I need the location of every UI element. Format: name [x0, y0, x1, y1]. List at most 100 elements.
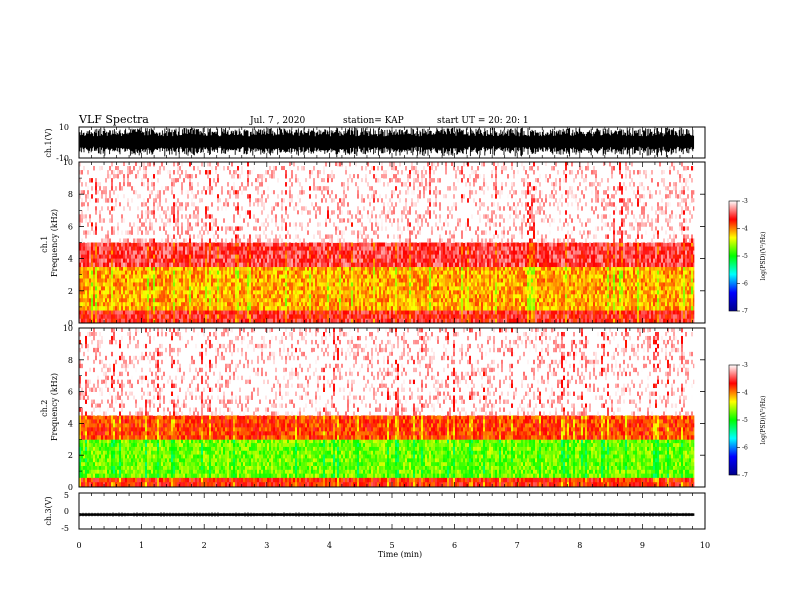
spectrogram-cell [283, 279, 285, 283]
spectrogram-cell [307, 259, 309, 263]
spectrogram-cell [301, 298, 303, 302]
spectrogram-cell [395, 298, 397, 302]
spectrogram-cell [231, 238, 233, 242]
spectrogram-cell [297, 178, 299, 182]
spectrogram-cell [369, 202, 371, 206]
spectrogram-cell [289, 314, 291, 319]
spectrogram-cell [283, 170, 285, 174]
spectrogram-cell [299, 286, 301, 290]
spectrogram-cell [105, 298, 107, 302]
spectrogram-cell [305, 271, 307, 275]
spectrogram-cell [101, 238, 103, 242]
spectrogram-cell [139, 275, 141, 279]
spectrogram-cell [85, 271, 87, 275]
spectrogram-cell [189, 263, 191, 267]
spectrogram-cell [103, 198, 105, 202]
spectrogram-cell [383, 206, 385, 210]
spectrogram-cell [85, 182, 87, 186]
spectrogram-cell [327, 282, 329, 286]
spectrogram-cell [217, 298, 219, 302]
spectrogram-cell [171, 178, 173, 182]
spectrogram-cell [401, 170, 403, 174]
spectrogram-cell [111, 286, 113, 290]
spectrogram-cell [339, 290, 341, 294]
spectrogram-cell [307, 294, 309, 298]
spectrogram-cell [229, 275, 231, 279]
spectrogram-cell [117, 302, 119, 306]
spectrogram-cell [407, 279, 409, 283]
spectrogram-cell [195, 247, 197, 251]
spectrogram-cell [193, 166, 195, 170]
spectrogram-cell [319, 290, 321, 294]
spectrogram-cell [121, 282, 123, 286]
spectrogram-cell [405, 182, 407, 186]
spectrogram-cell [239, 214, 241, 218]
spectrogram-cell [179, 174, 181, 178]
spectrogram-cell [377, 279, 379, 283]
spectrogram-cell [373, 286, 375, 290]
spectrogram-cell [279, 226, 281, 230]
spectrogram-cell [177, 243, 179, 247]
spectrogram-cell [205, 206, 207, 210]
spectrogram-cell [273, 298, 275, 302]
spectrogram-cell [137, 186, 139, 190]
spectrogram-cell [241, 306, 243, 310]
spectrogram-cell [395, 310, 397, 315]
spectrogram-cell [239, 247, 241, 251]
spectrogram-cell [283, 282, 285, 286]
spectrogram-cell [287, 194, 289, 198]
spectrogram-cell [197, 222, 199, 226]
spectrogram-cell [191, 202, 193, 206]
spectrogram-cell [103, 178, 105, 182]
spectrogram-cell [89, 290, 91, 294]
spectrogram-cell [187, 263, 189, 267]
spectrogram-cell [349, 298, 351, 302]
spectrogram-cell [125, 282, 127, 286]
spectrogram-cell [233, 271, 235, 275]
spectrogram-cell [111, 314, 113, 319]
spectrogram-cell [159, 306, 161, 310]
spectrogram-cell [381, 275, 383, 279]
spectrogram-cell [299, 238, 301, 242]
spectrogram-cell [81, 263, 83, 267]
spectrogram-cell [187, 226, 189, 230]
spectrogram-cell [99, 302, 101, 306]
spectrogram-cell [297, 186, 299, 190]
spectrogram-cell [125, 294, 127, 298]
spectrogram-cell [175, 306, 177, 310]
spectrogram-cell [371, 298, 373, 302]
spectrogram-cell [99, 194, 101, 198]
spectrogram-cell [177, 298, 179, 302]
spectrogram-cell [131, 238, 133, 242]
spectrogram-cell [145, 198, 147, 202]
spectrogram-cell [125, 298, 127, 302]
spectrogram-cell [263, 306, 265, 310]
spectrogram-cell [101, 282, 103, 286]
spectrogram-cell [95, 310, 97, 315]
spectrogram-cell [369, 210, 371, 214]
spectrogram-cell [393, 267, 395, 271]
spectrogram-cell [289, 234, 291, 238]
spectrogram-cell [341, 182, 343, 186]
spectrogram-cell [401, 255, 403, 259]
spectrogram-cell [275, 282, 277, 286]
spectrogram-cell [277, 306, 279, 310]
spectrogram-cell [251, 182, 253, 186]
spectrogram-cell [205, 263, 207, 267]
spectrogram-cell [85, 306, 87, 310]
spectrogram-cell [133, 251, 135, 255]
spectrogram-cell [187, 222, 189, 226]
spectrogram-cell [91, 275, 93, 279]
spectrogram-cell [243, 282, 245, 286]
spectrogram-cell [325, 259, 327, 263]
spectrogram-cell [347, 259, 349, 263]
spectrogram-cell [173, 162, 175, 166]
spectrogram-cell [255, 314, 257, 319]
spectrogram-cell [321, 306, 323, 310]
spectrogram-cell [413, 226, 415, 230]
spectrogram-cell [213, 243, 215, 247]
spectrogram-cell [311, 251, 313, 255]
spectrogram-cell [109, 206, 111, 210]
spectrogram-cell [169, 267, 171, 271]
spectrogram-cell [403, 255, 405, 259]
